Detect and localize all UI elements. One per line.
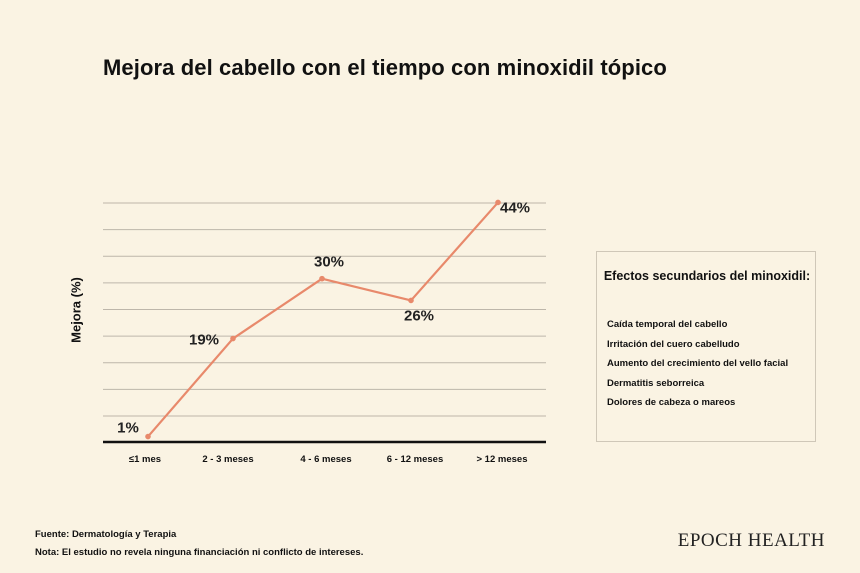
side-effect-item: Irritación del cuero cabelludo bbox=[607, 338, 740, 350]
data-point bbox=[408, 297, 414, 304]
side-effects-list: Caída temporal del cabello Irritación de… bbox=[607, 319, 788, 417]
data-point bbox=[495, 199, 501, 206]
source-note: Fuente: Dermatología y Terapia bbox=[35, 529, 177, 540]
side-effect-item: Dolores de cabeza o mareos bbox=[607, 397, 736, 408]
x-tick-label: > 12 meses bbox=[477, 454, 528, 465]
data-label: 19% bbox=[189, 332, 219, 349]
data-label: 44% bbox=[500, 199, 530, 216]
x-tick-label: 6 - 12 meses bbox=[387, 454, 444, 465]
brand-logo: EPOCH HEALTH bbox=[677, 530, 825, 551]
disclaimer-note: Nota: El estudio no revela ninguna finan… bbox=[35, 547, 364, 558]
x-tick-label: 4 - 6 meses bbox=[300, 454, 351, 465]
side-effect-item: Aumento del crecimiento del vello facial bbox=[607, 358, 789, 369]
data-labels: 1% 19% 30% 26% 44% bbox=[117, 199, 530, 436]
data-label: 26% bbox=[404, 307, 434, 324]
gridlines bbox=[103, 202, 546, 417]
side-effect-item: Dermatitis seborreica bbox=[607, 377, 705, 389]
x-tick-label: ≤1 mes bbox=[129, 454, 161, 465]
data-label: 30% bbox=[314, 254, 344, 271]
chart-title: Mejora del cabello con el tiempo con min… bbox=[103, 55, 667, 80]
x-tick-labels: ≤1 mes 2 - 3 meses 4 - 6 meses 6 - 12 meses… bbox=[129, 454, 528, 465]
data-point bbox=[230, 335, 236, 342]
side-effect-item: Caída temporal del cabello bbox=[607, 319, 728, 330]
data-point bbox=[145, 433, 151, 440]
x-tick-label: 2 - 3 meses bbox=[202, 454, 253, 465]
data-label: 1% bbox=[117, 420, 139, 437]
side-effects-title: Efectos secundarios del minoxidil: bbox=[603, 269, 811, 283]
side-effects-box: Efectos secundarios del minoxidil: Caída… bbox=[596, 251, 816, 442]
data-points bbox=[145, 199, 501, 440]
data-point bbox=[319, 275, 325, 282]
series-line bbox=[147, 201, 499, 438]
